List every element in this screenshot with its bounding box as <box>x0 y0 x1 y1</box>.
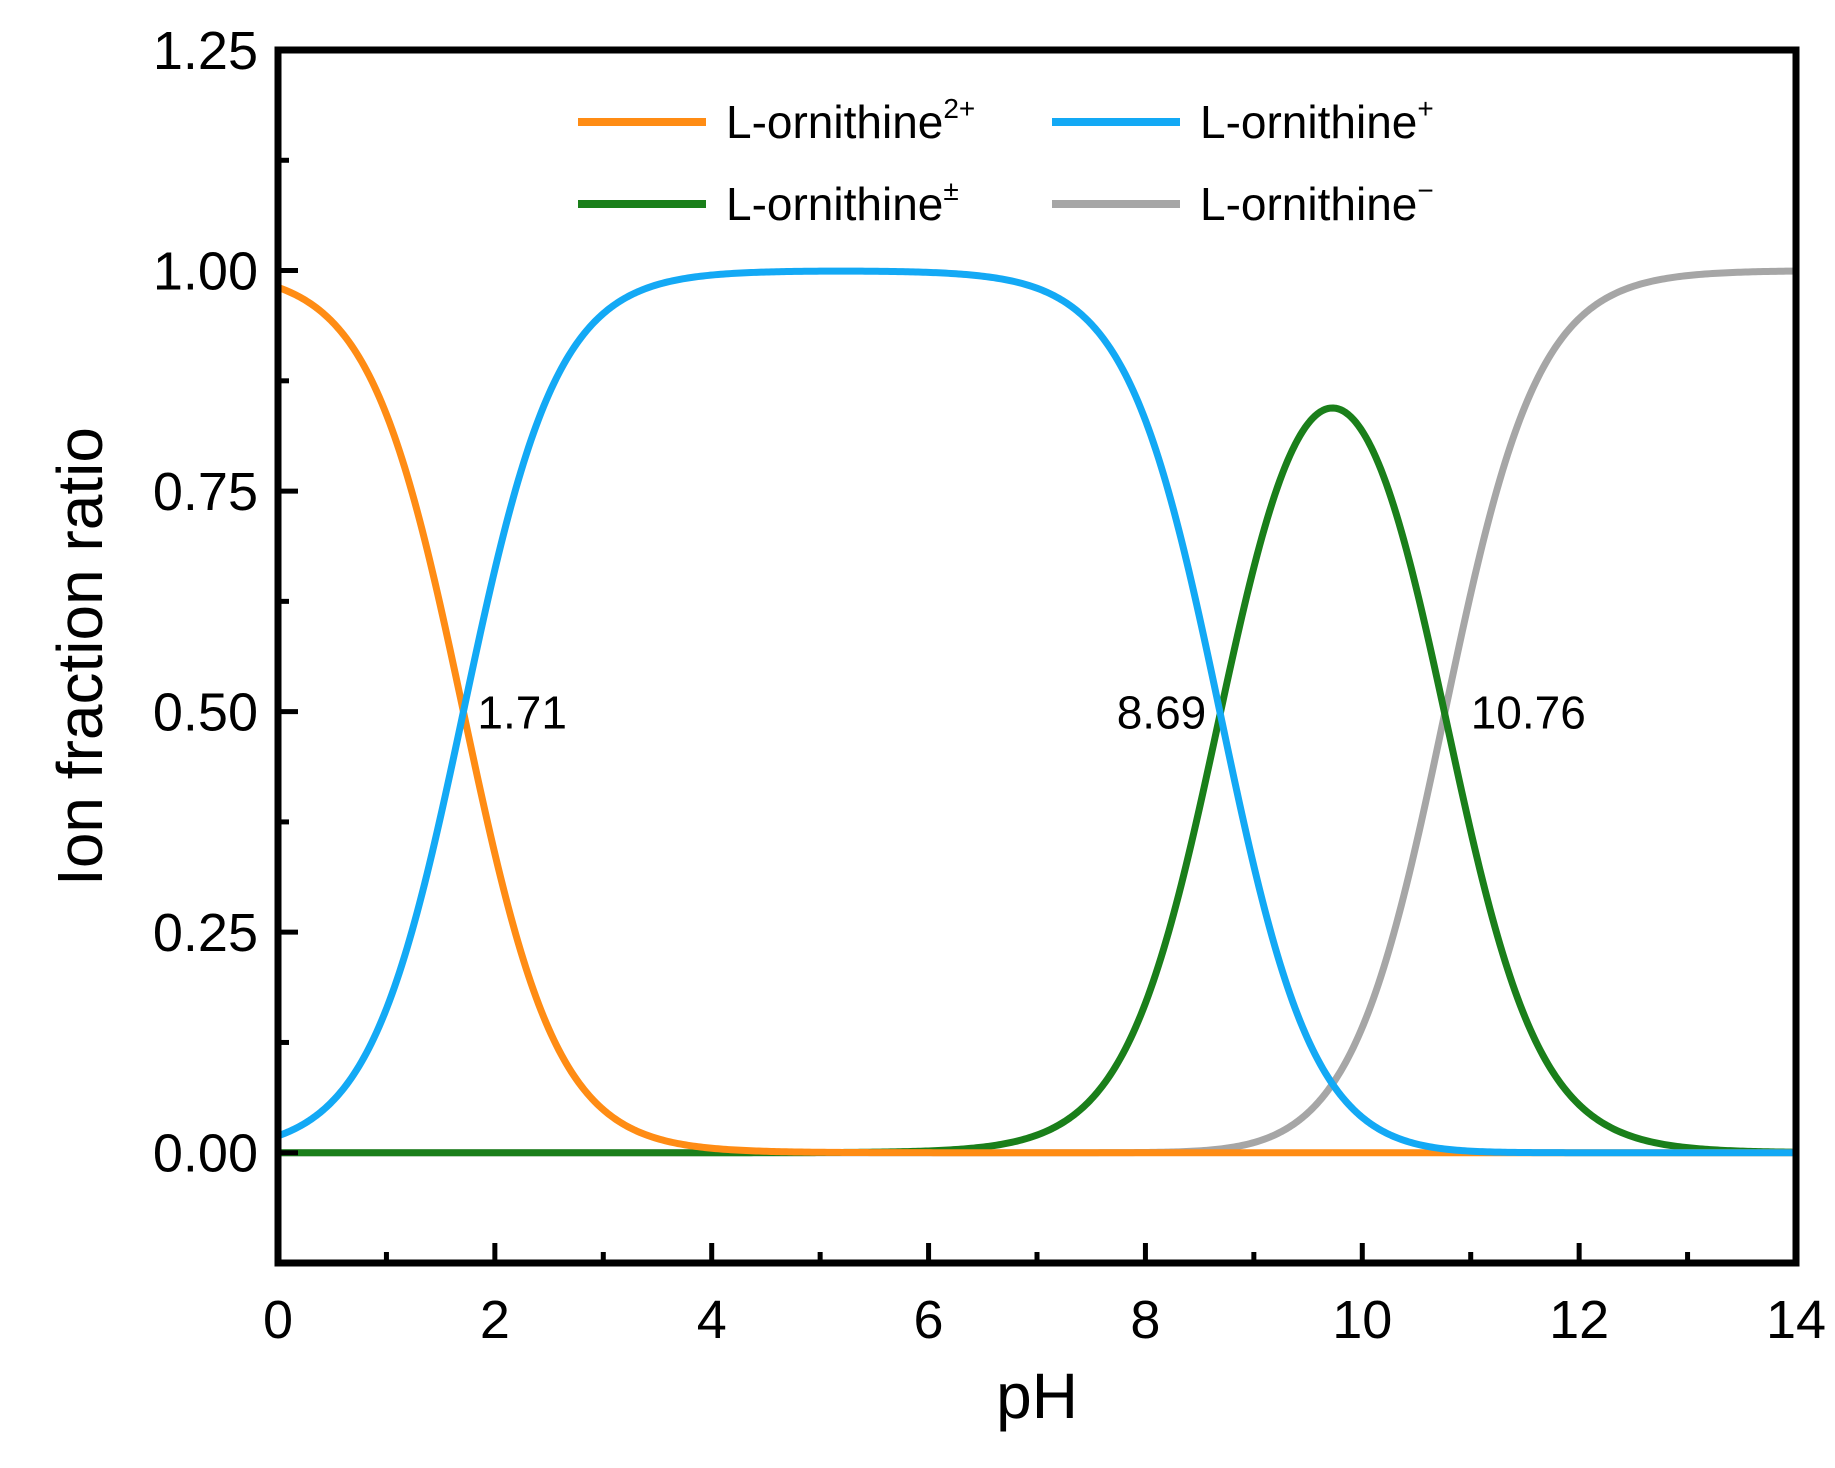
x-tick-label: 14 <box>1766 1290 1826 1350</box>
series-line-2 <box>274 404 1800 1157</box>
pka-annotation: 10.76 <box>1471 687 1586 739</box>
y-tick-label: 1.25 <box>153 21 258 81</box>
legend-label: L-ornithine+ <box>1200 93 1434 148</box>
x-tick-label: 0 <box>263 1290 293 1350</box>
legend-label: L-ornithine− <box>1200 175 1434 230</box>
x-tick-label: 12 <box>1549 1290 1609 1350</box>
x-axis-title: pH <box>996 1360 1078 1432</box>
y-tick-label: 0.50 <box>153 683 258 743</box>
x-tick-label: 10 <box>1332 1290 1392 1350</box>
legend-superscript: + <box>1417 93 1433 124</box>
pka-annotation: 1.71 <box>477 687 567 739</box>
series-line-1 <box>274 267 1800 1157</box>
legend-label: L-ornithine± <box>726 175 959 230</box>
x-tick-label: 6 <box>914 1290 944 1350</box>
x-tick-label: 8 <box>1130 1290 1160 1350</box>
y-tick-label: 0.00 <box>153 1124 258 1184</box>
legend-superscript: 2+ <box>943 93 975 124</box>
y-tick-label: 1.00 <box>153 242 258 302</box>
legend-superscript: − <box>1417 175 1433 206</box>
y-tick-label: 0.75 <box>153 462 258 522</box>
x-tick-label: 2 <box>480 1290 510 1350</box>
y-tick-label: 0.25 <box>153 903 258 963</box>
pka-annotation: 8.69 <box>1117 687 1207 739</box>
y-axis-title: Ion fraction ratio <box>44 427 116 886</box>
legend-label: L-ornithine2+ <box>726 93 975 148</box>
legend-superscript: ± <box>943 175 958 206</box>
x-tick-label: 4 <box>697 1290 727 1350</box>
plot-frame <box>274 46 1800 1267</box>
